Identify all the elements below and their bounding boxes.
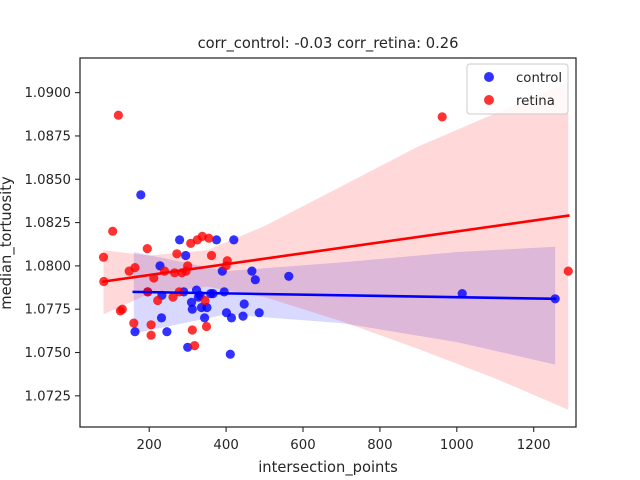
fit-line-retina bbox=[102, 214, 570, 283]
legend: control retina bbox=[466, 63, 569, 115]
point-retina bbox=[153, 295, 163, 306]
point-retina bbox=[200, 295, 210, 306]
point-control bbox=[200, 313, 210, 323]
point-retina bbox=[98, 252, 109, 262]
point-control bbox=[136, 190, 146, 200]
x-axis-label: intersection_points bbox=[258, 459, 398, 476]
y-tick-label: 1.0900 bbox=[24, 86, 71, 101]
y-tick-label: 1.0750 bbox=[24, 346, 71, 361]
y-tick-label: 1.0850 bbox=[24, 173, 71, 188]
point-control bbox=[457, 289, 467, 299]
y-tick-label: 1.0725 bbox=[24, 389, 71, 404]
point-control bbox=[226, 313, 237, 323]
point-retina bbox=[130, 263, 140, 273]
point-control bbox=[202, 302, 212, 313]
point-retina bbox=[204, 233, 214, 243]
y-axis-label: median_tortuosity bbox=[0, 176, 15, 310]
point-retina bbox=[563, 266, 573, 276]
point-retina bbox=[187, 325, 197, 335]
point-retina bbox=[190, 341, 200, 351]
point-retina bbox=[201, 321, 212, 332]
legend-label-retina: retina bbox=[516, 94, 555, 109]
point-control bbox=[225, 349, 235, 359]
x-tick-label: 400 bbox=[213, 438, 238, 453]
point-retina bbox=[117, 304, 127, 314]
point-control bbox=[238, 311, 248, 321]
point-control bbox=[229, 235, 239, 245]
point-control bbox=[130, 327, 140, 337]
y-tick-label: 1.0825 bbox=[24, 216, 71, 231]
point-control bbox=[250, 275, 260, 285]
point-retina bbox=[142, 244, 152, 254]
point-control bbox=[181, 250, 191, 261]
point-retina bbox=[108, 226, 118, 236]
point-control bbox=[254, 308, 264, 318]
y-tick-label: 1.0800 bbox=[24, 259, 71, 274]
x-tick-label: 1000 bbox=[440, 438, 474, 453]
point-control bbox=[219, 287, 229, 297]
x-tick-label: 1200 bbox=[517, 438, 551, 453]
regression-lines bbox=[102, 214, 570, 301]
confidence-bands bbox=[103, 82, 569, 410]
point-control bbox=[162, 327, 172, 337]
chart-title: corr_control: -0.03 corr_retina: 0.26 bbox=[198, 35, 459, 52]
x-tick-label: 800 bbox=[367, 438, 392, 453]
ci-band-retina bbox=[103, 82, 569, 410]
point-control bbox=[284, 271, 294, 281]
point-retina bbox=[146, 330, 156, 340]
x-tick-label: 600 bbox=[290, 438, 315, 453]
point-retina bbox=[146, 320, 156, 330]
point-retina bbox=[437, 112, 447, 122]
y-tick-label: 1.0775 bbox=[24, 303, 71, 318]
x-axis-ticks: 200 400 600 800 1000 1200 bbox=[137, 427, 551, 453]
point-retina bbox=[172, 249, 182, 259]
point-retina bbox=[206, 250, 217, 261]
point-control bbox=[187, 304, 197, 314]
point-control bbox=[156, 313, 167, 323]
point-control bbox=[175, 235, 185, 245]
fit-line-control bbox=[132, 290, 557, 301]
point-retina bbox=[113, 110, 123, 120]
legend-label-control: control bbox=[516, 71, 562, 86]
point-control bbox=[247, 266, 257, 276]
point-control bbox=[183, 342, 193, 352]
point-control bbox=[211, 235, 222, 245]
plot-frame bbox=[79, 57, 577, 428]
y-axis-ticks: 1.0725 1.0750 1.0775 1.0800 1.0825 1.0850 1.08… bbox=[24, 86, 80, 404]
point-retina bbox=[168, 292, 178, 302]
point-retina bbox=[129, 318, 139, 328]
x-tick-label: 200 bbox=[137, 438, 162, 453]
legend-marker-retina bbox=[484, 95, 494, 105]
point-control bbox=[239, 299, 249, 309]
legend-marker-control bbox=[484, 72, 494, 82]
ci-band-control bbox=[133, 246, 556, 365]
y-tick-label: 1.0875 bbox=[24, 129, 71, 144]
point-control bbox=[186, 297, 197, 307]
